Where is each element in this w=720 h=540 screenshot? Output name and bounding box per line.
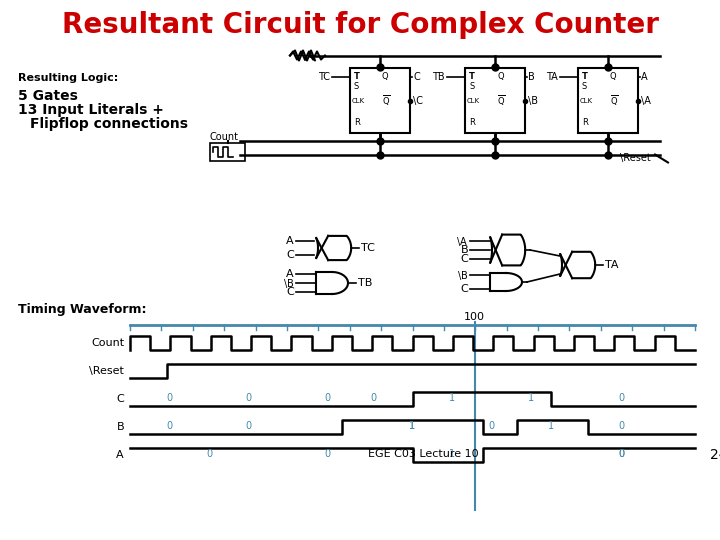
Text: A: A (117, 450, 124, 460)
Text: R: R (354, 118, 360, 127)
Text: \C: \C (413, 96, 423, 106)
Text: 0: 0 (166, 393, 173, 403)
Text: B: B (528, 71, 535, 82)
Text: $\backslash$B: $\backslash$B (456, 268, 468, 281)
Text: $\backslash$B: $\backslash$B (283, 276, 294, 289)
Text: TB: TB (358, 278, 372, 288)
Text: $\overline{\rm Q}$: $\overline{\rm Q}$ (382, 93, 390, 109)
Text: $\overline{\rm Q}$: $\overline{\rm Q}$ (610, 93, 618, 109)
Text: Resulting Logic:: Resulting Logic: (18, 73, 118, 83)
Text: B: B (117, 422, 124, 432)
Text: \Reset: \Reset (620, 153, 651, 164)
Text: CLK: CLK (352, 98, 365, 104)
Text: TA: TA (546, 71, 558, 82)
Text: 1: 1 (410, 421, 415, 431)
Text: T: T (469, 72, 475, 81)
Text: 0: 0 (618, 449, 625, 459)
Text: Flipflop connections: Flipflop connections (30, 117, 188, 131)
Text: S: S (582, 82, 588, 91)
Text: A: A (287, 269, 294, 279)
Text: 1: 1 (449, 449, 455, 459)
Bar (465, 68, 525, 132)
Text: C: C (116, 394, 124, 404)
Text: A: A (287, 236, 294, 246)
Text: 0: 0 (166, 421, 173, 431)
Text: C: C (287, 250, 294, 260)
Text: 0: 0 (325, 449, 330, 459)
Text: 0: 0 (370, 393, 376, 403)
Text: Resultant Circuit for Complex Counter: Resultant Circuit for Complex Counter (61, 11, 659, 39)
Text: 0: 0 (618, 393, 625, 403)
Text: $\overline{\rm Q}$: $\overline{\rm Q}$ (497, 93, 505, 109)
Text: Q: Q (610, 72, 616, 81)
Text: 1: 1 (449, 393, 455, 403)
Text: Q: Q (497, 72, 503, 81)
Text: 1: 1 (410, 421, 415, 431)
Text: \A: \A (641, 96, 651, 106)
Text: TA: TA (606, 260, 618, 270)
Text: 5 Gates: 5 Gates (18, 89, 78, 103)
Text: TC: TC (361, 243, 375, 253)
Text: TB: TB (433, 71, 445, 82)
Bar (578, 68, 638, 132)
Text: 0: 0 (489, 421, 495, 431)
Bar (350, 68, 410, 132)
Text: 0: 0 (325, 393, 330, 403)
Text: C: C (460, 284, 468, 294)
Text: $\backslash$A: $\backslash$A (456, 234, 468, 247)
Text: C: C (413, 71, 420, 82)
Text: Q: Q (382, 72, 389, 81)
Text: 100: 100 (464, 312, 485, 322)
Text: 0: 0 (206, 449, 212, 459)
Text: T: T (582, 72, 588, 81)
Text: Count: Count (91, 338, 124, 348)
Text: Timing Waveform:: Timing Waveform: (18, 303, 146, 316)
Text: 1: 1 (548, 421, 554, 431)
Bar (210, 143, 245, 160)
Text: C: C (287, 287, 294, 297)
Text: T: T (354, 72, 360, 81)
Text: R: R (469, 118, 475, 127)
Text: C: C (460, 254, 468, 264)
Text: \B: \B (528, 96, 538, 106)
Text: TC: TC (318, 71, 330, 82)
Text: A: A (641, 71, 647, 82)
Text: B: B (460, 245, 468, 255)
Text: EGE C03 Lecture 10: EGE C03 Lecture 10 (369, 449, 479, 459)
Text: 13 Input Literals +: 13 Input Literals + (18, 103, 164, 117)
Text: 0: 0 (618, 421, 625, 431)
Text: S: S (354, 82, 359, 91)
Text: 0: 0 (246, 421, 252, 431)
Text: Count: Count (210, 132, 239, 143)
Text: R: R (582, 118, 588, 127)
Text: 0: 0 (246, 393, 252, 403)
Text: 24: 24 (710, 448, 720, 462)
Text: 0: 0 (618, 449, 625, 459)
Text: CLK: CLK (467, 98, 480, 104)
Text: S: S (469, 82, 474, 91)
Text: CLK: CLK (580, 98, 593, 104)
Text: \Reset: \Reset (89, 366, 124, 376)
Text: 1: 1 (528, 393, 534, 403)
